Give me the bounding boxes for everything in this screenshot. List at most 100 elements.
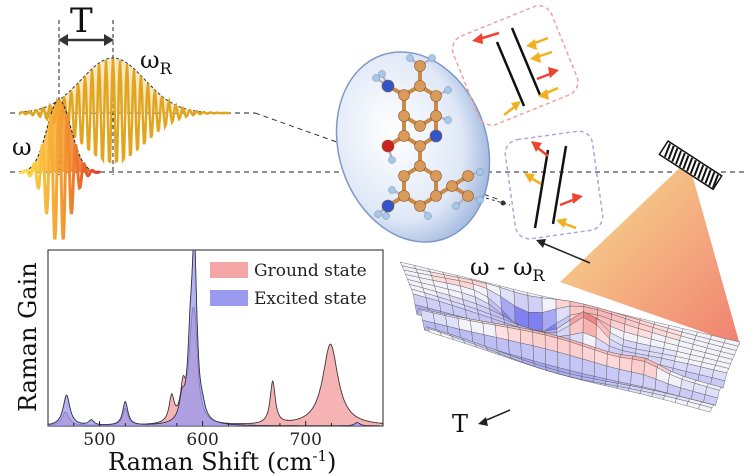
carbon-atom <box>414 200 426 212</box>
legend-swatch-ground <box>210 262 248 278</box>
signal-cone <box>560 160 740 345</box>
omega-r-label: ωR <box>140 46 173 78</box>
feynman-diagram-excited <box>504 130 604 240</box>
feynman-arrowhead-yellow-3 <box>538 89 549 100</box>
hydrogen-atom <box>428 54 436 62</box>
surface-cell <box>698 404 713 413</box>
hydrogen-atom <box>444 116 452 124</box>
carbon-atom <box>398 190 410 202</box>
molecule-structure <box>372 54 484 220</box>
hydrogen-atom <box>424 212 432 220</box>
delay-arrow-left-head <box>58 34 68 46</box>
surface-axis-T-label: T <box>452 410 468 438</box>
surface-cell <box>527 295 543 313</box>
surface-axis-T-head <box>478 417 488 426</box>
x-tick-label: 500 <box>83 430 115 450</box>
feynman-diagram-ground <box>451 5 579 126</box>
feynman-arrowhead-yellow-5 <box>524 173 535 183</box>
feynman-arrowhead-red-3 <box>531 141 542 152</box>
delay-arrow-right-head <box>104 34 114 46</box>
hydrogen-atom <box>452 202 460 210</box>
feynman-arrowhead-yellow-2 <box>530 52 541 63</box>
series-excited-line <box>48 250 383 426</box>
molecule-bubble <box>335 51 491 243</box>
grating-line <box>708 171 716 186</box>
grating-line <box>704 169 712 184</box>
hydrogen-atom <box>378 70 386 78</box>
carbon-atom <box>462 170 474 182</box>
feynman-arrowhead-yellow-4 <box>511 101 521 111</box>
carbon-atom <box>430 110 442 122</box>
carbon-atom <box>398 110 410 122</box>
grating-line <box>711 174 719 189</box>
carbon-atom <box>430 90 442 102</box>
grating-line <box>678 152 686 167</box>
nitrogen-atom <box>429 129 443 143</box>
surface-axis-omega-label: ω - ωR <box>470 253 546 285</box>
x-axis-label: Raman Shift (cm-1) <box>108 447 336 476</box>
grating-line <box>682 155 690 170</box>
grating-line <box>689 159 697 175</box>
carbon-atom <box>414 140 426 152</box>
hydrogen-atom <box>382 212 390 220</box>
hydrogen-atom <box>476 196 484 204</box>
detector-grating <box>658 139 723 191</box>
carbon-atom <box>414 120 426 132</box>
pulse-panel: T ω ωR <box>10 1 745 240</box>
omega-label: ω <box>12 133 32 161</box>
raman-envelope-line <box>19 57 230 114</box>
feynman-line-4 <box>551 145 568 225</box>
legend-label-excited: Excited state <box>254 289 367 309</box>
feynman-box-excited <box>504 130 604 240</box>
carbon-atom <box>398 89 410 101</box>
carbon-atom <box>430 190 442 202</box>
carbon-atom <box>398 170 410 182</box>
delay-label: T <box>70 1 93 41</box>
hydrogen-atom <box>476 168 484 176</box>
carbon-atom <box>414 80 426 92</box>
surface-axis-omega <box>539 241 591 264</box>
grating-line <box>663 143 671 158</box>
grating-line <box>697 164 705 179</box>
feynman-arrowhead-red-4 <box>572 193 583 204</box>
grating-line <box>693 162 701 177</box>
molecule-link-line <box>485 197 511 206</box>
feynman-arrowhead-yellow-6 <box>556 218 567 228</box>
surface-axis-omega-head <box>536 239 546 248</box>
carbon-atom <box>414 60 426 72</box>
omega-r-label-sub: R <box>160 59 173 78</box>
carbon-atom <box>398 130 410 142</box>
hydrogen-atom <box>388 186 396 194</box>
surface-axis-omega-label-sub: R <box>533 266 546 285</box>
surface-3d-plot <box>399 261 741 413</box>
x-axis-label-sup: -1 <box>312 447 327 465</box>
hydrogen-atom <box>388 156 396 164</box>
grating-line <box>671 147 679 163</box>
molecule-panel <box>335 51 491 243</box>
grating-line <box>686 157 694 172</box>
nitrogen-atom <box>381 199 395 213</box>
surface-cell <box>569 300 585 307</box>
raman-spectrum-chart: 500 600 700 Ground state Excited state Ram… <box>14 249 384 476</box>
legend-swatch-excited <box>210 290 248 306</box>
oxygen-atom <box>381 139 395 153</box>
grating-line <box>675 150 683 165</box>
feynman-line-3 <box>533 149 550 229</box>
carbon-atom <box>462 190 474 202</box>
x-tick-label: 600 <box>186 430 218 450</box>
grating-line <box>667 145 675 160</box>
grating-line <box>700 167 708 182</box>
molecule-link-dot <box>500 200 506 206</box>
feynman-arrowhead-red-2 <box>548 67 559 78</box>
omega-r-label-base: ω <box>140 46 160 74</box>
feynman-arrowhead-red <box>472 33 483 44</box>
carbon-atom <box>446 180 458 192</box>
hydrogen-atom <box>372 74 380 82</box>
feynman-line-1 <box>495 41 526 107</box>
cone-panel <box>560 139 740 345</box>
hydrogen-atom <box>374 210 382 218</box>
surface-axis-omega-label-base: ω - ω <box>470 253 533 281</box>
legend-label-ground: Ground state <box>254 261 367 281</box>
x-axis-label-end: ) <box>327 448 336 476</box>
